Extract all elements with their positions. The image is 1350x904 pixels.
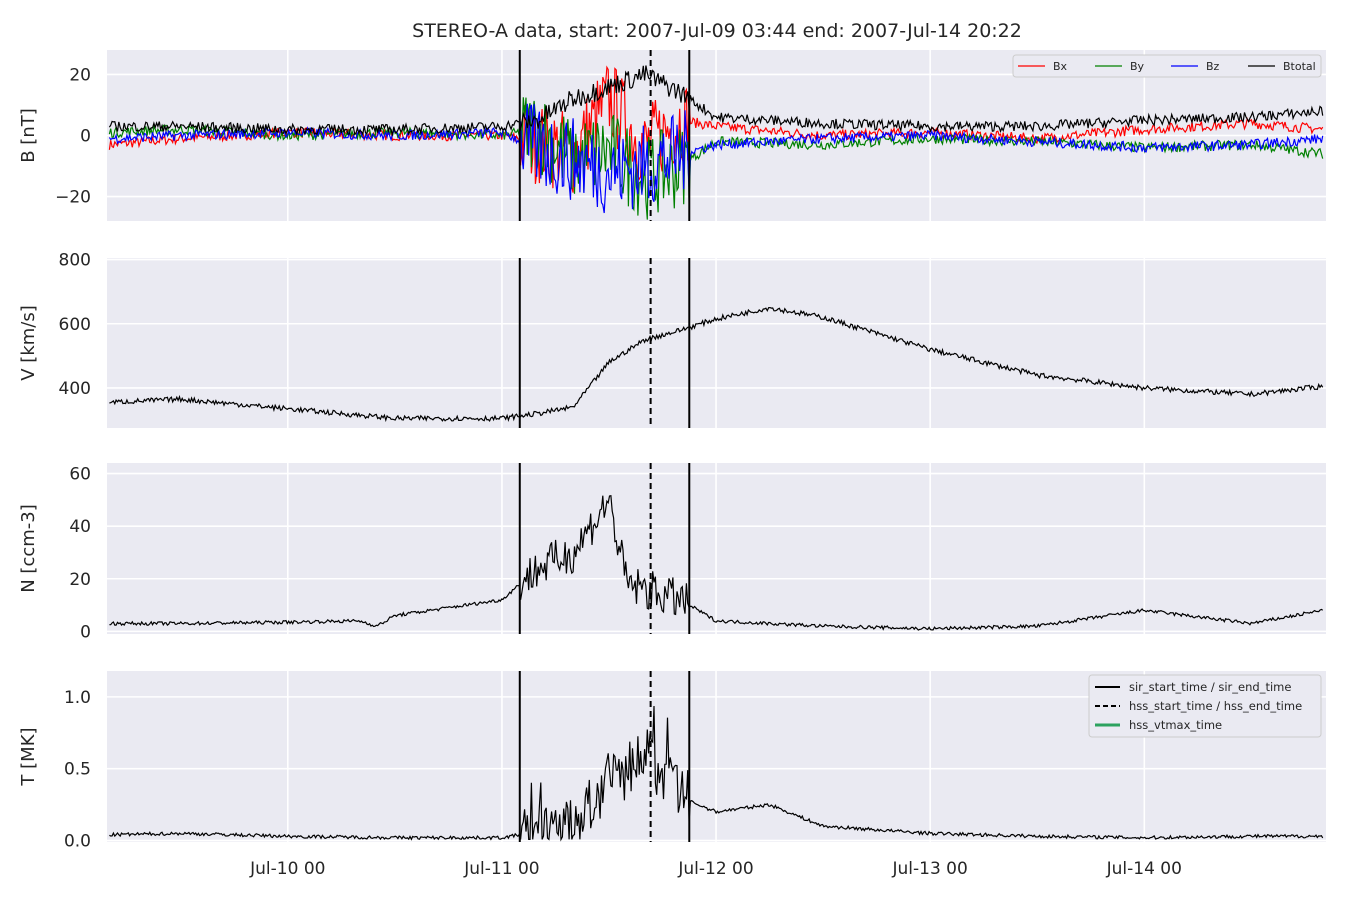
legend-box bbox=[1012, 54, 1322, 78]
y-axis-label: B [nT] bbox=[18, 108, 39, 163]
legend-label: sir_start_time / sir_end_time bbox=[1129, 680, 1291, 694]
y-tick-label: 0 bbox=[80, 622, 91, 642]
panel-v: 400 600 800 V [km/s] bbox=[18, 251, 1326, 428]
series-line-n bbox=[109, 494, 1324, 631]
y-tick-label: 20 bbox=[69, 570, 91, 590]
series-line-by bbox=[108, 97, 1324, 220]
y-axis-label: V [km/s] bbox=[18, 305, 39, 380]
chart-title: STEREO-A data, start: 2007-Jul-09 03:44 … bbox=[412, 20, 1022, 42]
x-tick-label: Jul-13 00 bbox=[892, 859, 968, 879]
y-tick-label: 800 bbox=[59, 251, 91, 271]
legend-t: sir_start_time / sir_end_time hss_start_t… bbox=[1088, 674, 1322, 738]
legend-box bbox=[1088, 674, 1322, 738]
legend-b: Bx By Bz Btotal bbox=[1012, 54, 1322, 78]
y-tick-label: −20 bbox=[55, 188, 91, 208]
legend-label: Btotal bbox=[1283, 60, 1316, 73]
y-tick-label: 20 bbox=[69, 65, 91, 85]
legend-label: By bbox=[1130, 60, 1145, 73]
series-line-bz bbox=[108, 103, 1324, 214]
panel-b: −20 0 20 B [nT] bbox=[18, 50, 1326, 221]
x-tick-label: Jul-14 00 bbox=[1106, 859, 1182, 879]
panel-n: 0 20 40 60 N [ccm-3] bbox=[18, 463, 1326, 642]
y-axis-label: N [ccm-3] bbox=[18, 504, 39, 593]
y-tick-label: 60 bbox=[69, 465, 91, 485]
y-tick-label: 0.5 bbox=[64, 760, 91, 780]
y-tick-label: 400 bbox=[59, 379, 91, 399]
y-axis-label: T [MK] bbox=[18, 727, 39, 786]
y-tick-label: 600 bbox=[59, 315, 91, 335]
x-tick-label: Jul-12 00 bbox=[677, 859, 753, 879]
x-tick-label: Jul-10 00 bbox=[249, 859, 325, 879]
legend-label: Bx bbox=[1053, 60, 1068, 73]
series-line-v bbox=[109, 306, 1324, 423]
legend-label: hss_start_time / hss_end_time bbox=[1129, 699, 1302, 713]
y-tick-label: 0.0 bbox=[64, 832, 91, 852]
series-line-t bbox=[109, 705, 1324, 842]
y-tick-label: 0 bbox=[80, 127, 91, 147]
y-tick-label: 1.0 bbox=[64, 688, 91, 708]
x-tick-label: Jul-11 00 bbox=[463, 859, 539, 879]
legend-label: Bz bbox=[1206, 60, 1220, 73]
y-tick-label: 40 bbox=[69, 517, 91, 537]
series-line-btotal bbox=[108, 65, 1324, 137]
legend-label: hss_vtmax_time bbox=[1129, 718, 1222, 732]
